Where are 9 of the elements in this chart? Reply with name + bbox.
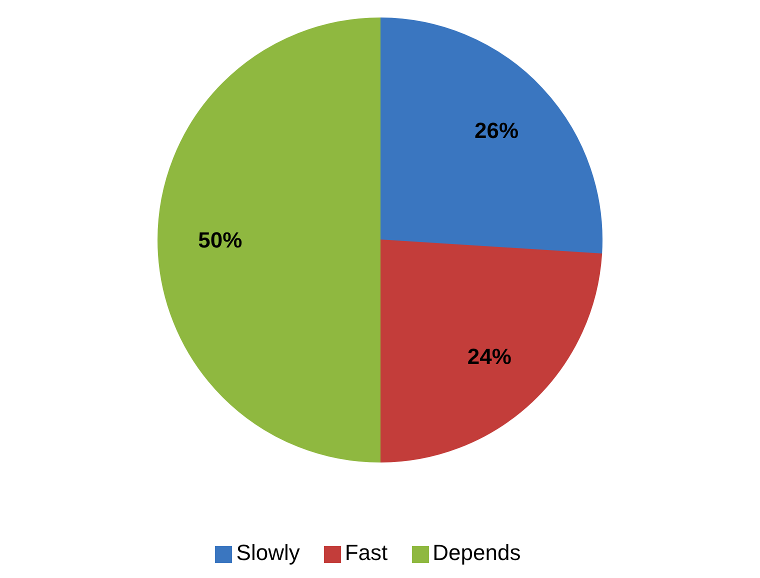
- legend-label: Fast: [344, 540, 388, 565]
- legend-label: Depends: [432, 540, 521, 565]
- pie-slice: [158, 18, 380, 462]
- data-label: 24%: [467, 344, 512, 370]
- legend-label: Slowly: [236, 540, 300, 565]
- pie-slice: [380, 18, 602, 254]
- data-label: 50%: [198, 228, 242, 252]
- data-label: 26%: [474, 118, 519, 144]
- pie-slice: [380, 240, 602, 462]
